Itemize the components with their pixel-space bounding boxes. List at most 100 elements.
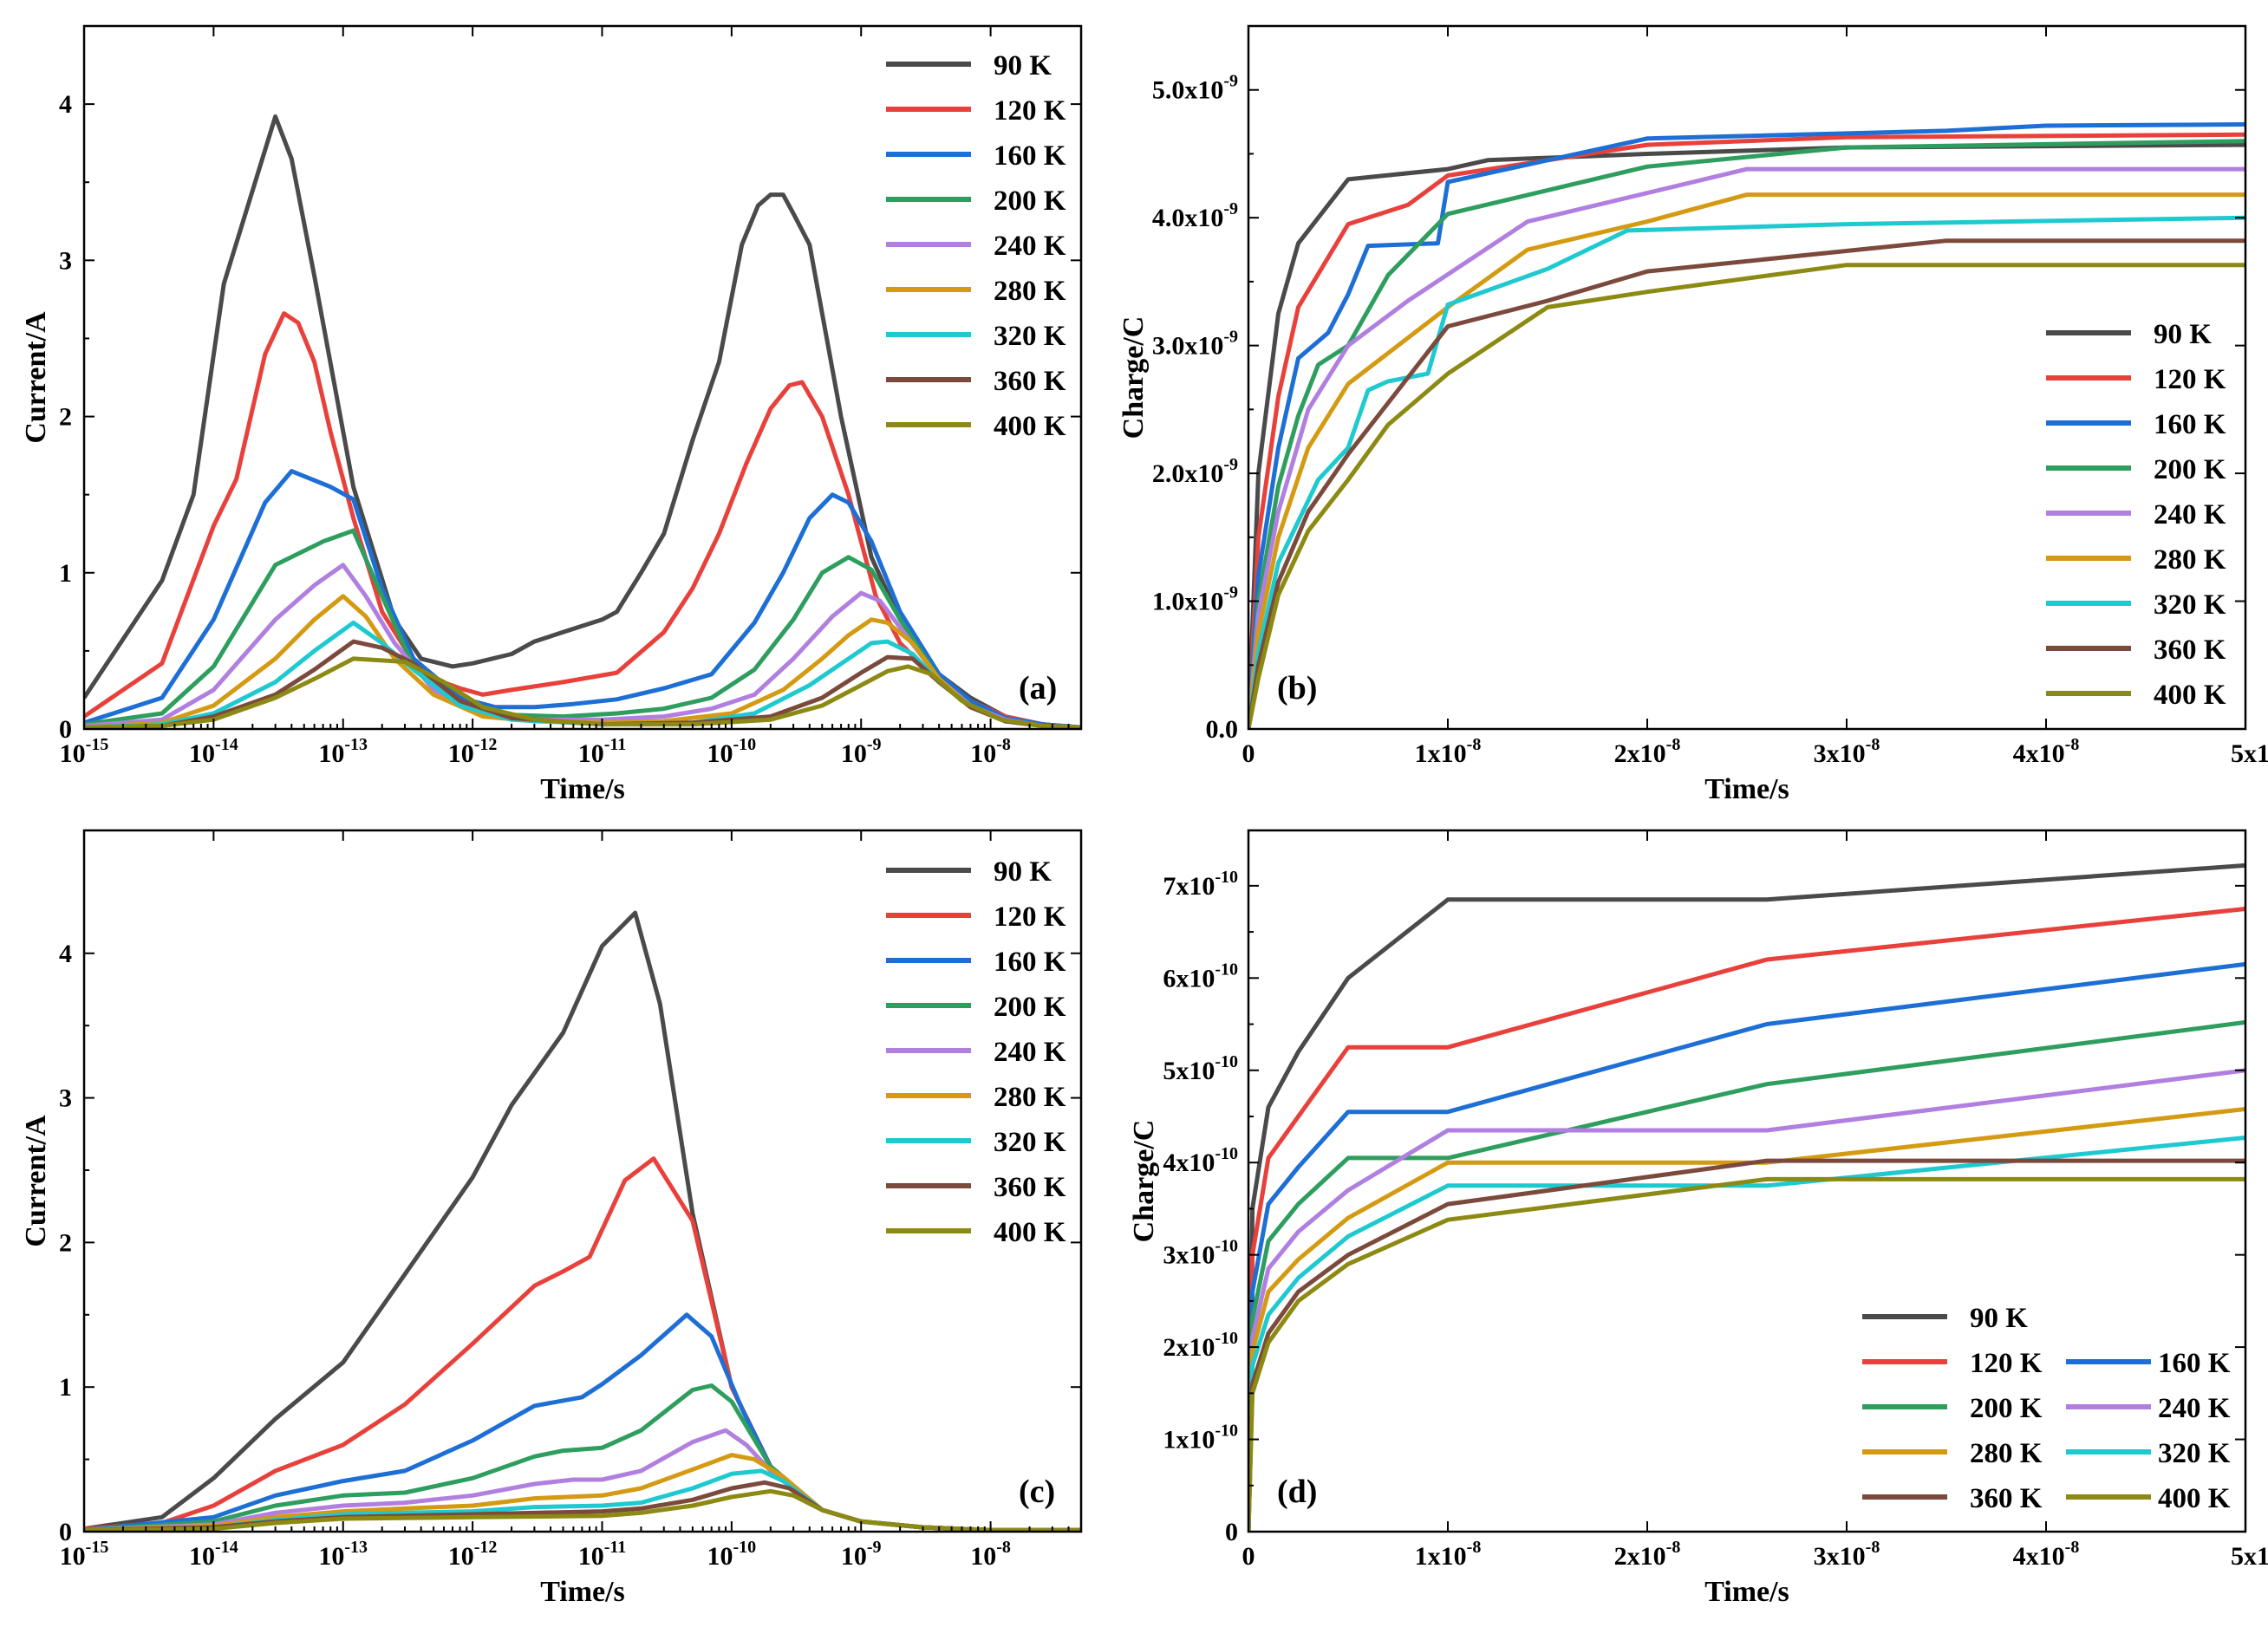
legend-item: 280 K xyxy=(886,1082,1066,1113)
x-tick-label-base: 5x1 xyxy=(2231,739,2268,768)
y-tick-label-base: 2.0x10 xyxy=(1152,459,1224,488)
y-tick-label-exponent: -10 xyxy=(1215,1329,1238,1348)
y-axis-label: Charge/C xyxy=(1118,316,1150,439)
x-tick-label-base: 10 xyxy=(60,739,86,768)
legend: 90 K 120 K 160 K 200 K 240 K 280 K 320 K 360 K 4… xyxy=(1862,1303,2231,1514)
y-tick-label: 0 xyxy=(59,1518,72,1546)
series-line-160k xyxy=(1248,961,2245,1532)
legend-item: 160 K xyxy=(886,947,1066,978)
y-tick-label-base: 0.0 xyxy=(1206,715,1239,744)
x-tick-label-exponent: -15 xyxy=(86,1538,109,1557)
legend-label: 360 K xyxy=(994,1172,1066,1203)
series-line-90k xyxy=(1248,862,2245,1532)
y-tick-label-exponent: -9 xyxy=(1223,583,1238,602)
x-tick-label-base: 10 xyxy=(448,1542,474,1571)
x-tick-label: 10-8 xyxy=(970,1538,1011,1571)
panel-a: 10-15 10-14 10-13 10-12 10-11 10-10 10-9 10-801… xyxy=(20,24,1083,805)
legend-item: 400 K xyxy=(886,1217,1066,1248)
legend-label: 280 K xyxy=(2154,544,2226,576)
legend-item: 160 K xyxy=(2066,1348,2231,1379)
legend-item: 320 K xyxy=(886,1127,1066,1158)
x-tick-label-exponent: -11 xyxy=(604,1538,627,1557)
panel-label: (d) xyxy=(1277,1474,1317,1510)
x-tick-label: 10-10 xyxy=(707,735,757,768)
series-line-400k xyxy=(1248,263,2245,729)
legend-item: 90 K xyxy=(2046,319,2212,350)
legend-item: 360 K xyxy=(886,366,1066,397)
legend-label: 160 K xyxy=(2158,1348,2231,1379)
x-tick-label: 0 xyxy=(1242,739,1255,768)
legend-label: 280 K xyxy=(994,1082,1066,1113)
series-line-320k xyxy=(1248,1136,2245,1532)
legend-item: 200 K xyxy=(2046,454,2226,485)
y-tick-label-exponent: -9 xyxy=(1223,72,1238,91)
legend: 90 K 120 K 160 K 200 K 240 K 280 K 320 K 360 K 4… xyxy=(886,856,1066,1248)
legend-label: 120 K xyxy=(994,901,1066,933)
x-tick-label: 10-12 xyxy=(448,735,498,768)
x-tick-label-base: 10 xyxy=(707,739,733,768)
x-tick-label-exponent: -9 xyxy=(867,735,882,754)
x-tick-label-base: 10 xyxy=(318,739,344,768)
y-tick-label-exponent: -10 xyxy=(1215,1237,1238,1256)
x-tick-label-exponent: -8 xyxy=(2065,735,2080,754)
x-tick-label: 10-15 xyxy=(60,735,109,768)
panel-d: 0 1x10-8 2x10-8 3x10-8 4x10-8 5x101x10-102x10… xyxy=(1128,829,2268,1608)
panel-b: 0 1x10-8 2x10-8 3x10-8 4x10-8 5x10.01.0x10-92… xyxy=(1118,24,2268,805)
x-tick-label-exponent: -14 xyxy=(215,1538,238,1557)
series-group xyxy=(1248,862,2245,1532)
x-tick-label-exponent: -10 xyxy=(733,1538,757,1557)
legend-label: 160 K xyxy=(2154,409,2226,440)
x-tick-label: 10-11 xyxy=(578,1538,627,1571)
x-tick-label: 10-9 xyxy=(841,735,882,768)
series-line-90k xyxy=(1248,142,2245,729)
legend-item: 200 K xyxy=(886,185,1066,217)
y-tick-label: 4x10-10 xyxy=(1163,1144,1238,1177)
y-tick-label-exponent: -10 xyxy=(1215,960,1238,979)
y-tick-label: 2 xyxy=(59,403,72,432)
legend-item: 200 K xyxy=(1862,1393,2043,1424)
y-tick-label: 0.0 xyxy=(1206,715,1239,744)
x-tick-label: 10-9 xyxy=(841,1538,882,1571)
legend-label: 120 K xyxy=(994,95,1066,127)
legend: 90 K 120 K 160 K 200 K 240 K 280 K 320 K 360 K 4… xyxy=(2046,319,2226,711)
x-tick-label-exponent: -12 xyxy=(474,1538,498,1557)
legend-label: 360 K xyxy=(1970,1483,2043,1514)
legend-item: 240 K xyxy=(2066,1393,2231,1424)
x-tick-label-base: 0 xyxy=(1242,1542,1255,1571)
series-line-200k xyxy=(1248,1019,2245,1532)
legend-label: 240 K xyxy=(2158,1393,2231,1424)
plot-frame xyxy=(1247,829,2247,1533)
series-group xyxy=(1248,122,2245,729)
y-tick-label-exponent: -9 xyxy=(1223,455,1238,474)
series-line-400k xyxy=(84,1488,1081,1532)
x-tick-label-exponent: -8 xyxy=(1467,735,1482,754)
legend-item: 360 K xyxy=(1862,1483,2043,1514)
x-axis-label: Time/s xyxy=(1704,1576,1789,1608)
y-tick-label-exponent: -9 xyxy=(1223,328,1238,347)
x-tick-label-base: 10 xyxy=(578,1542,604,1571)
legend-label: 280 K xyxy=(994,276,1066,307)
legend-item: 280 K xyxy=(1862,1438,2043,1469)
legend-label: 90 K xyxy=(994,856,1052,888)
panel-label: (a) xyxy=(1019,670,1057,706)
plot-frame xyxy=(82,829,1083,1533)
x-tick-label-base: 3x10 xyxy=(1814,1542,1866,1571)
x-tick-label: 3x10-8 xyxy=(1814,735,1880,768)
x-tick-label-exponent: -8 xyxy=(1866,735,1880,754)
y-tick-label: 7x10-10 xyxy=(1163,868,1238,901)
x-tick-label: 10-12 xyxy=(448,1538,498,1571)
legend-label: 280 K xyxy=(1970,1438,2043,1469)
x-tick-label-base: 5x1 xyxy=(2231,1542,2268,1571)
series-line-280k xyxy=(1248,1107,2245,1532)
series-line-120k xyxy=(1248,907,2245,1532)
x-axis-label: Time/s xyxy=(540,1576,625,1608)
x-tick-label-exponent: -13 xyxy=(344,1538,368,1557)
legend-label: 120 K xyxy=(1970,1348,2043,1379)
legend-item: 120 K xyxy=(886,95,1066,127)
x-tick-label: 5x1 xyxy=(2231,1542,2268,1571)
x-tick-label-exponent: -8 xyxy=(1666,735,1681,754)
x-tick-label: 10-10 xyxy=(707,1538,757,1571)
y-tick-label: 4.0x10-9 xyxy=(1152,199,1238,232)
legend-item: 400 K xyxy=(2046,680,2226,711)
y-tick-label-base: 5.0x10 xyxy=(1152,76,1224,105)
